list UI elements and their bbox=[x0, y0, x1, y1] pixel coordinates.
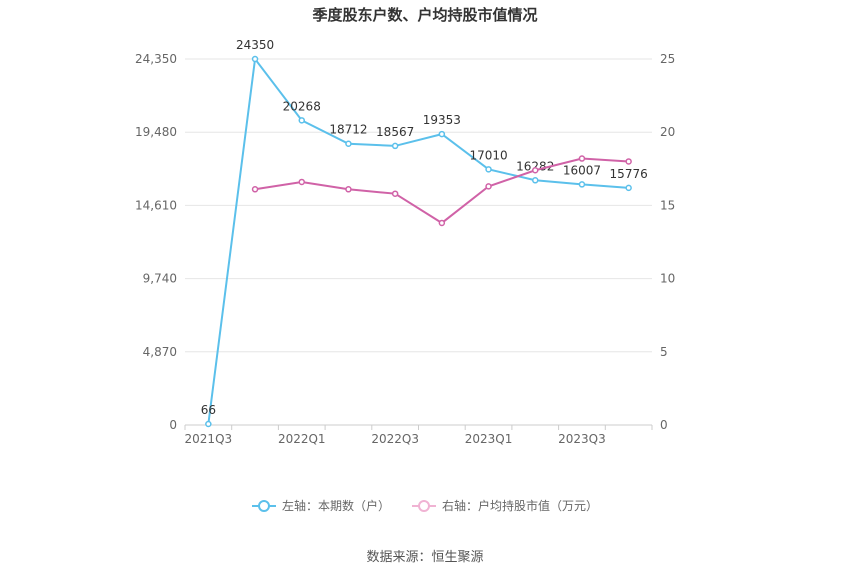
series-point-1 bbox=[345, 186, 352, 193]
left-axis-tick-label: 24,350 bbox=[135, 52, 177, 66]
series-point-0 bbox=[345, 140, 352, 147]
legend-label-avg-value: 右轴：户均持股市值（万元） bbox=[442, 499, 599, 513]
source-note: 数据来源：恒生聚源 bbox=[366, 550, 484, 565]
data-label: 18567 bbox=[376, 125, 414, 139]
legend-item-avg-value[interactable]: 右轴：户均持股市值（万元） bbox=[412, 497, 598, 514]
left-axis-tick-label: 0 bbox=[169, 418, 177, 432]
series-point-0 bbox=[438, 130, 446, 138]
left-axis-tick-label: 14,610 bbox=[135, 198, 177, 212]
x-tick-label: 2022Q1 bbox=[278, 432, 326, 446]
legend: 左轴：本期数（户） 右轴：户均持股市值（万元） bbox=[0, 497, 850, 514]
data-label: 16282 bbox=[516, 159, 554, 173]
legend-swatch-avg-value-icon bbox=[412, 499, 436, 513]
series-point-1 bbox=[391, 190, 399, 197]
series-point-0 bbox=[251, 55, 259, 63]
series-point-0 bbox=[298, 117, 305, 124]
series-point-1 bbox=[251, 186, 259, 193]
series-point-0 bbox=[391, 142, 399, 150]
legend-label-households: 左轴：本期数（户） bbox=[281, 499, 390, 513]
series-point-0 bbox=[578, 181, 586, 188]
right-axis-tick-label: 20 bbox=[660, 125, 675, 139]
series-point-1 bbox=[532, 167, 539, 174]
left-axis-tick-label: 4,870 bbox=[143, 345, 177, 359]
left-axis-tick-label: 19,480 bbox=[135, 125, 177, 139]
series-point-1 bbox=[298, 178, 305, 186]
x-tick-label: 2023Q1 bbox=[465, 432, 513, 446]
series-point-1 bbox=[625, 158, 632, 165]
series-point-1 bbox=[438, 219, 446, 227]
x-tick-label: 2022Q3 bbox=[371, 432, 419, 446]
series-point-1 bbox=[485, 183, 492, 190]
series-point-0 bbox=[205, 420, 212, 428]
right-axis-tick-label: 10 bbox=[660, 272, 675, 286]
x-tick-label: 2021Q3 bbox=[185, 432, 233, 446]
data-label: 66 bbox=[201, 403, 216, 417]
chart-title: 季度股东户数、户均持股市值情况 bbox=[312, 6, 538, 24]
data-label: 24350 bbox=[236, 38, 274, 52]
data-label: 19353 bbox=[423, 113, 461, 127]
legend-swatch-households-icon bbox=[251, 499, 276, 513]
right-axis-tick-label: 5 bbox=[660, 345, 668, 359]
series-point-0 bbox=[485, 166, 492, 173]
data-label: 17010 bbox=[469, 148, 507, 162]
right-axis-tick-label: 25 bbox=[660, 52, 675, 66]
series-line-0 bbox=[207, 56, 629, 425]
data-label: 16007 bbox=[563, 163, 601, 177]
data-label: 15776 bbox=[610, 167, 648, 181]
x-tick-label: 2023Q3 bbox=[558, 432, 606, 446]
right-axis-tick-label: 15 bbox=[660, 198, 675, 212]
left-axis-tick-label: 9,740 bbox=[143, 272, 177, 286]
series-point-0 bbox=[532, 177, 539, 184]
legend-item-households[interactable]: 左轴：本期数（户） bbox=[251, 497, 390, 514]
data-label: 20268 bbox=[283, 99, 321, 113]
series-point-1 bbox=[578, 155, 586, 162]
right-axis-tick-label: 0 bbox=[660, 418, 668, 432]
data-label: 18712 bbox=[329, 123, 367, 137]
series-point-0 bbox=[625, 184, 632, 192]
